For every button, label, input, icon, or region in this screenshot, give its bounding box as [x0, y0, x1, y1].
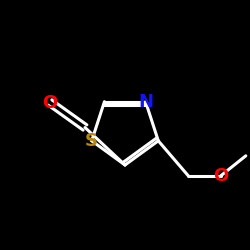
Text: S: S — [85, 132, 98, 150]
Text: O: O — [42, 94, 58, 112]
Text: N: N — [138, 93, 153, 111]
Text: O: O — [213, 167, 228, 185]
